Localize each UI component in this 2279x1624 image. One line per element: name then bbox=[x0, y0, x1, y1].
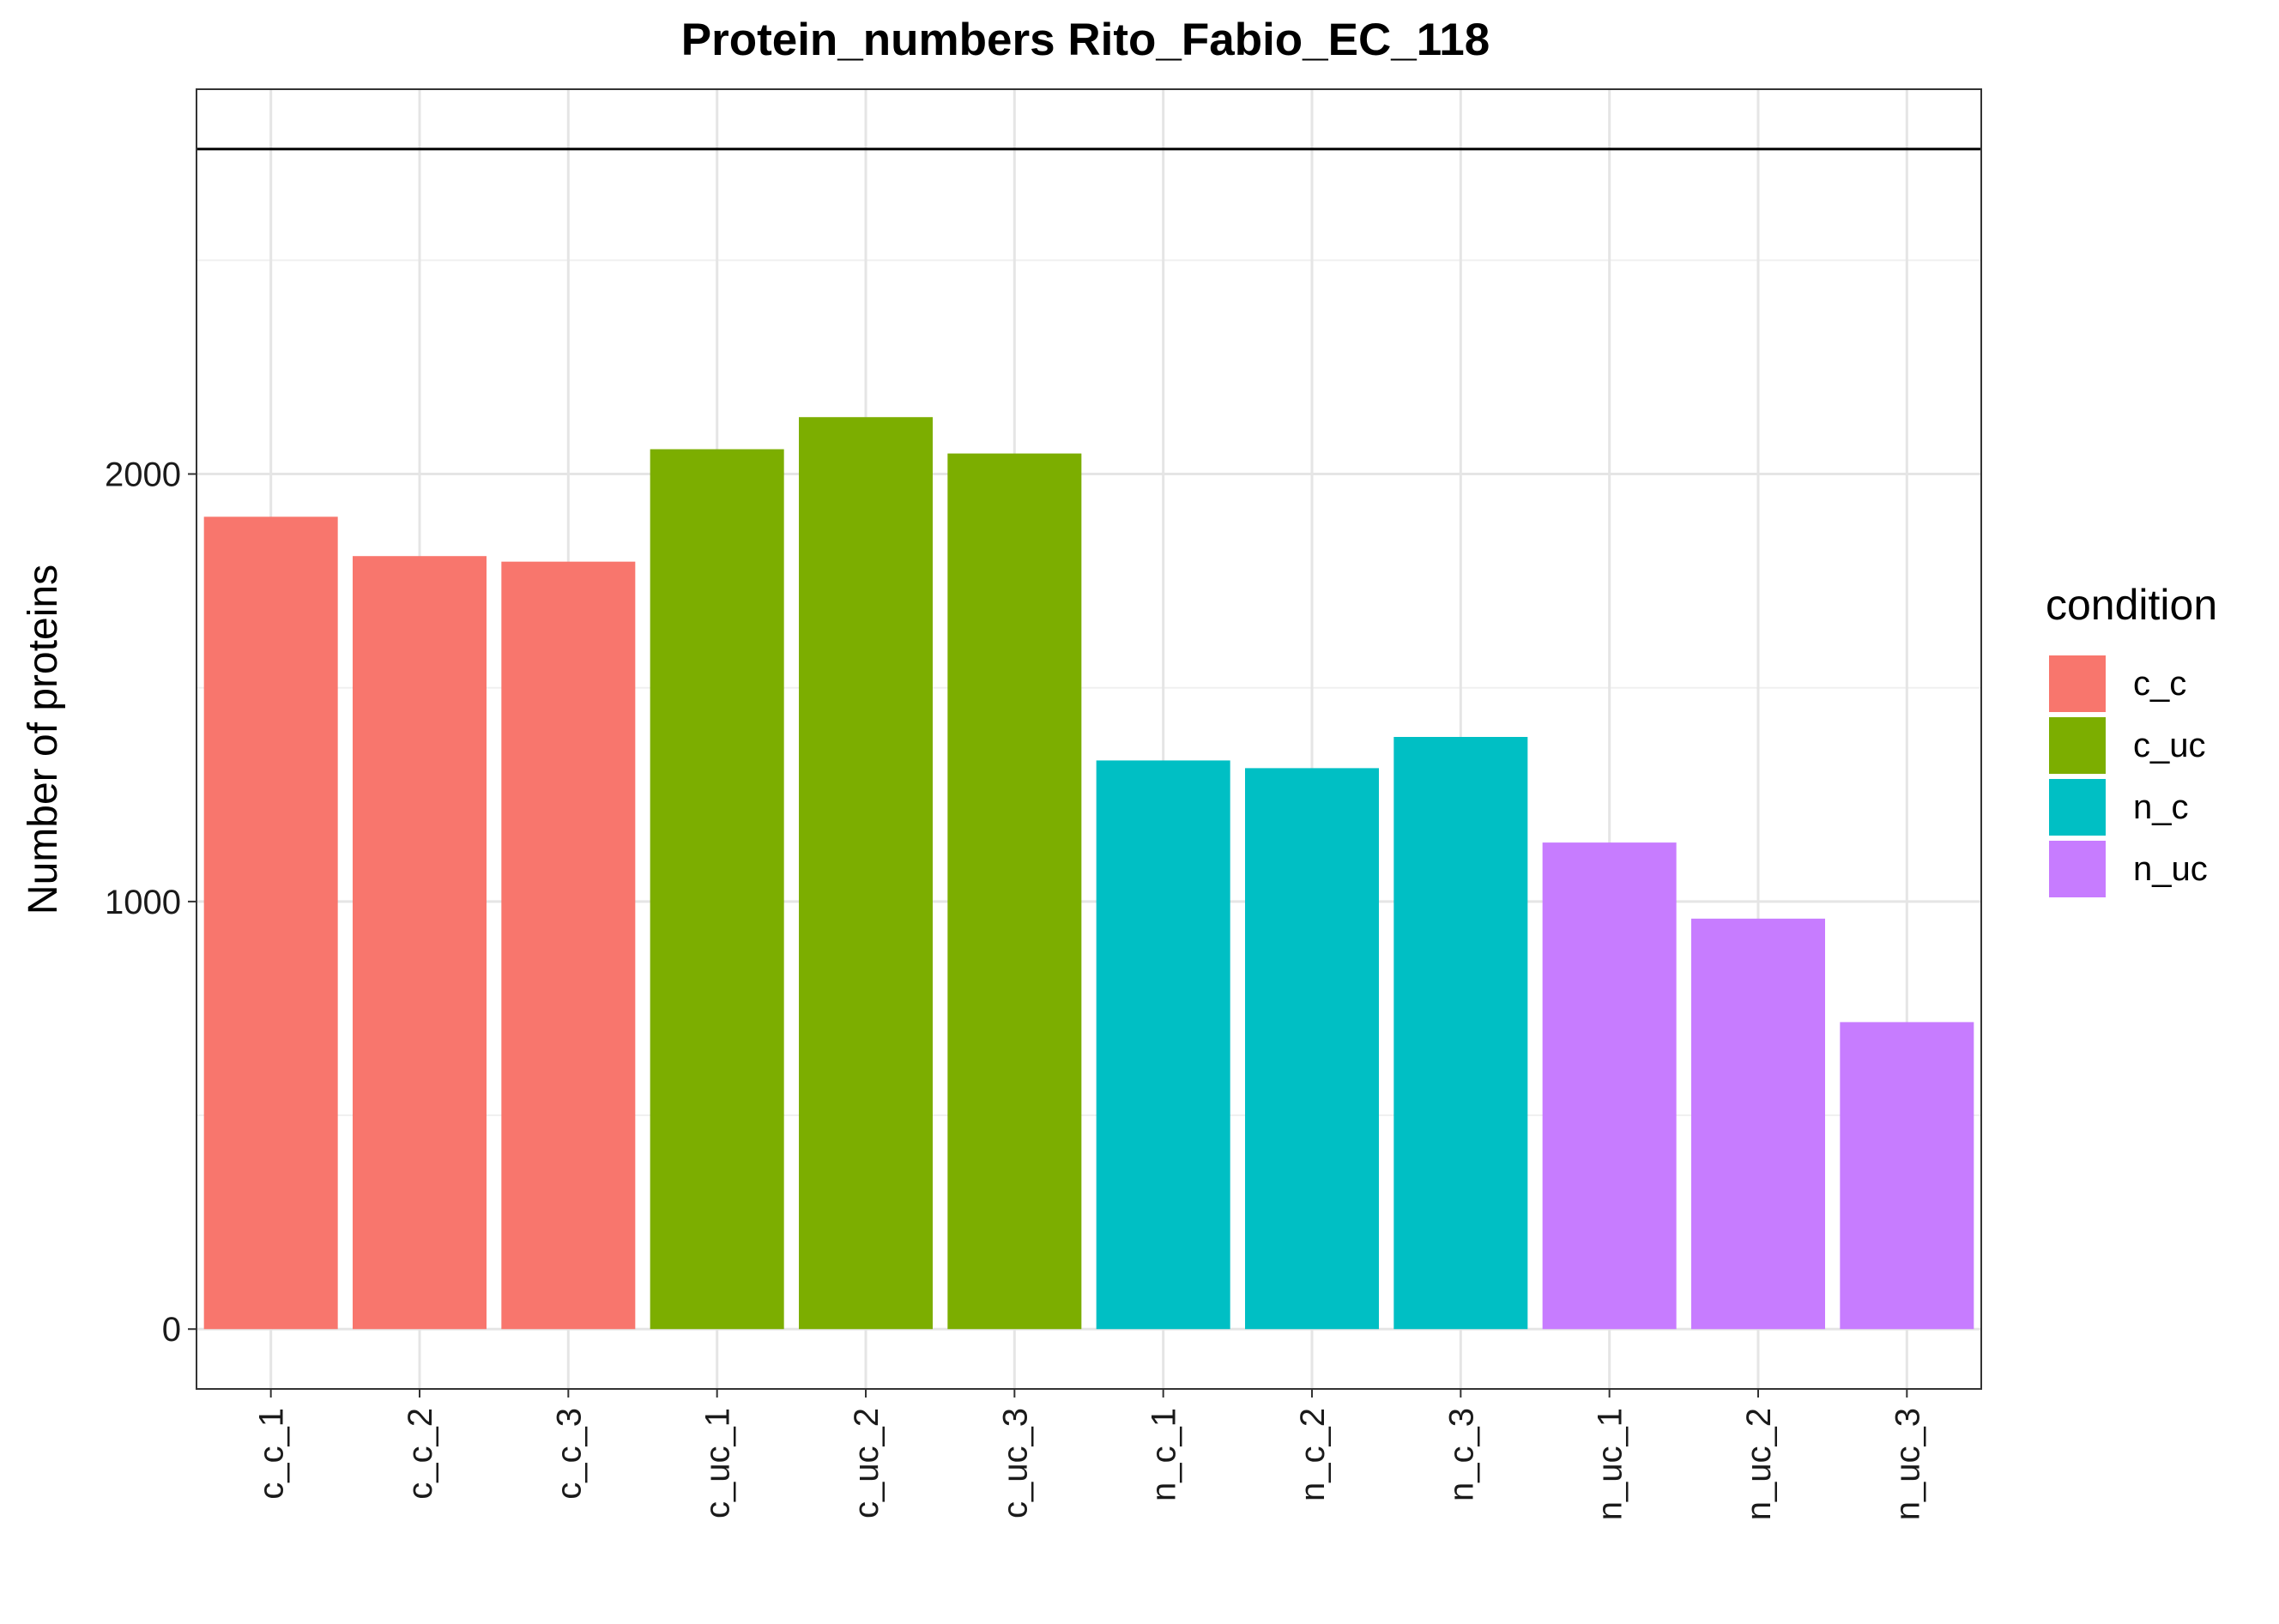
y-tick-label: 0 bbox=[162, 1311, 181, 1349]
bar-n_uc_2 bbox=[1691, 918, 1825, 1330]
legend-label-n_uc: n_uc bbox=[2133, 850, 2208, 888]
legend-label-n_c: n_c bbox=[2133, 788, 2189, 826]
legend-key-c_c bbox=[2049, 655, 2106, 712]
x-axis: c_c_1 c_c_2 c_c_3 c_uc_1 c_uc_2 c_uc_3 n_c_1 n_… bbox=[253, 1389, 1926, 1520]
y-tick-label: 1000 bbox=[105, 884, 181, 921]
bar-c_c_3 bbox=[501, 561, 636, 1330]
bar-c_uc_2 bbox=[799, 417, 933, 1330]
bar-c_uc_3 bbox=[947, 453, 1082, 1330]
legend-label-c_uc: c_uc bbox=[2133, 727, 2206, 764]
legend-title: condition bbox=[2046, 581, 2217, 629]
x-tick-label: c_uc_3 bbox=[996, 1408, 1034, 1518]
bar-c_c_1 bbox=[203, 516, 338, 1330]
bar-n_uc_1 bbox=[1542, 842, 1677, 1330]
bar-c_uc_1 bbox=[650, 449, 784, 1330]
legend: c_c c_uc n_c n_uc bbox=[2049, 655, 2208, 897]
legend-key-n_uc bbox=[2049, 841, 2106, 897]
x-tick-label: n_uc_1 bbox=[1592, 1408, 1629, 1520]
x-tick-label: c_c_3 bbox=[550, 1408, 588, 1500]
x-tick-label: c_c_1 bbox=[253, 1408, 291, 1500]
x-tick-label: n_c_1 bbox=[1146, 1408, 1183, 1501]
y-axis-title: Number of proteins bbox=[21, 564, 66, 915]
x-tick-label: n_c_2 bbox=[1294, 1408, 1332, 1501]
bar-n_c_2 bbox=[1245, 768, 1379, 1330]
y-tick-label: 2000 bbox=[105, 456, 181, 494]
bar-c_c_2 bbox=[353, 556, 487, 1330]
bar-layer bbox=[203, 417, 1974, 1330]
legend-label-c_c: c_c bbox=[2133, 665, 2186, 703]
x-tick-label: n_uc_3 bbox=[1889, 1408, 1926, 1520]
bar-n_c_3 bbox=[1393, 737, 1528, 1330]
legend-key-n_c bbox=[2049, 779, 2106, 836]
y-axis: 0 1000 2000 bbox=[105, 456, 196, 1349]
x-tick-label: c_c_2 bbox=[402, 1408, 439, 1500]
x-tick-label: n_uc_2 bbox=[1740, 1408, 1778, 1520]
plot-panel-border bbox=[196, 88, 1982, 1390]
x-tick-label: n_c_3 bbox=[1442, 1408, 1480, 1501]
chart-title: Protein_numbers Rito_Fabio_EC_118 bbox=[681, 15, 1490, 65]
bar-n_c_1 bbox=[1096, 760, 1230, 1330]
x-tick-label: c_uc_1 bbox=[699, 1408, 737, 1518]
x-tick-label: c_uc_2 bbox=[848, 1408, 886, 1518]
legend-key-c_uc bbox=[2049, 717, 2106, 774]
bar-n_uc_3 bbox=[1840, 1022, 1974, 1330]
